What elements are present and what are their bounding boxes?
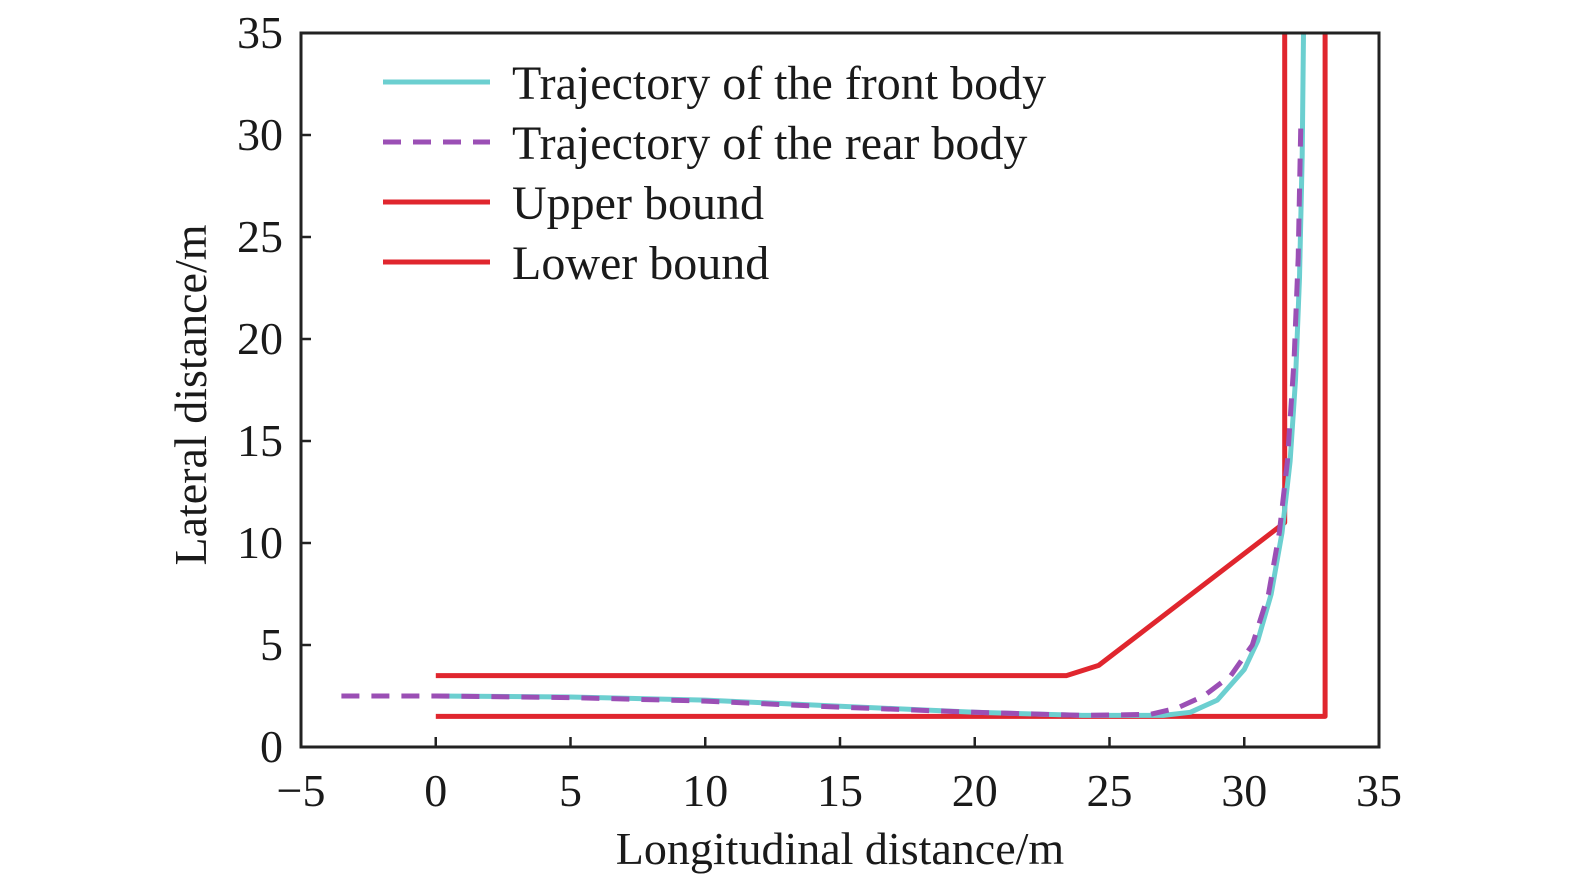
x-tick-label: −5	[277, 765, 326, 816]
x-tick-label: 10	[682, 765, 728, 816]
series-line-trajectory-of-the-rear-body	[341, 124, 1304, 718]
y-tick-label: 0	[260, 721, 283, 772]
y-axis-title: Lateral distance/m	[165, 224, 216, 565]
x-tick-label: 20	[952, 765, 998, 816]
x-tick-label: 25	[1087, 765, 1133, 816]
x-tick-label: 30	[1221, 765, 1267, 816]
x-tick-label: 5	[559, 765, 582, 816]
x-tick-label: 35	[1356, 765, 1402, 816]
legend-label: Trajectory of the front body	[512, 57, 1046, 110]
x-tick-label: 15	[817, 765, 863, 816]
legend-label: Trajectory of the rear body	[512, 117, 1027, 170]
y-tick-label: 20	[237, 313, 283, 364]
y-tick-label: 10	[237, 517, 283, 568]
x-tick-label: 0	[424, 765, 447, 816]
series-line-lower-bound	[435, 33, 1328, 719]
legend-label: Lower bound	[512, 237, 769, 290]
legend-label: Upper bound	[512, 177, 764, 230]
series-line-trajectory-of-the-front-body	[435, 32, 1306, 718]
series-line-upper-bound	[435, 33, 1288, 679]
plot-frame	[299, 31, 1381, 749]
y-tick-label: 35	[237, 7, 283, 58]
x-axis-title: Longitudinal distance/m	[616, 823, 1065, 874]
y-tick-label: 30	[237, 109, 283, 160]
y-tick-label: 25	[237, 211, 283, 262]
series-layer	[341, 32, 1328, 719]
y-tick-label: 15	[237, 415, 283, 466]
legend: Trajectory of the front body Trajectory o…	[383, 57, 1046, 290]
y-tick-label: 5	[260, 619, 283, 670]
